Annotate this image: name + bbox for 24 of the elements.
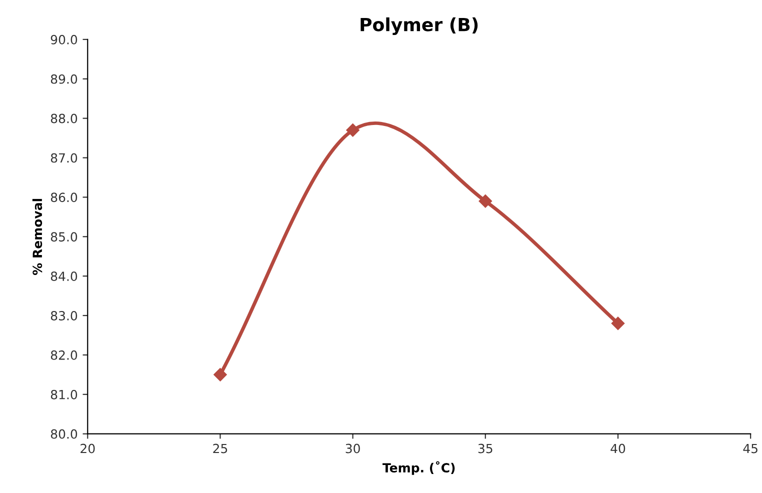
point bbox=[478, 194, 492, 208]
point bbox=[214, 368, 227, 382]
y-tick-label: 89.0 bbox=[50, 74, 78, 84]
x-tick-label: 35 bbox=[478, 444, 492, 454]
y-tick-label: 85.0 bbox=[50, 232, 78, 242]
y-tick-label: 86.0 bbox=[50, 192, 78, 202]
x-tick-label: 45 bbox=[743, 444, 758, 454]
x-tick-label: 20 bbox=[80, 444, 95, 454]
y-tick-label: 82.0 bbox=[50, 350, 78, 360]
y-axis-title: % Removal bbox=[32, 198, 42, 275]
x-tick-label: 40 bbox=[610, 444, 626, 454]
y-tick-label: 80.0 bbox=[50, 429, 78, 439]
point bbox=[346, 124, 360, 137]
point bbox=[611, 316, 625, 330]
y-tick-label: 81.0 bbox=[50, 390, 78, 400]
x-tick-label: 30 bbox=[346, 444, 360, 454]
y-tick-label: 88.0 bbox=[50, 114, 78, 124]
y-tick-label: 84.0 bbox=[50, 272, 78, 282]
y-tick-label: 90.0 bbox=[50, 34, 78, 44]
y-tick-label: 87.0 bbox=[50, 153, 78, 163]
chart-title: Polymer (B) bbox=[360, 17, 478, 36]
y-tick-label: 83.0 bbox=[50, 310, 78, 320]
x-axis-title: Temp. (˚C) bbox=[382, 461, 455, 475]
x-tick-label: 25 bbox=[213, 444, 228, 454]
